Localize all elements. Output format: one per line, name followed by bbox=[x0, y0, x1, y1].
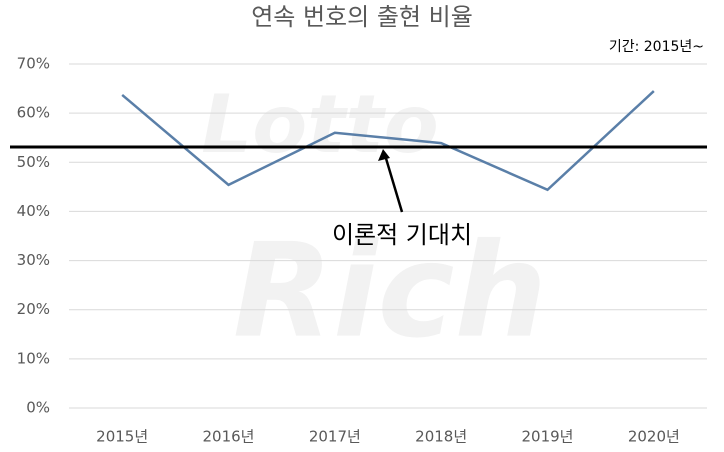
y-tick-label: 10% bbox=[17, 349, 50, 367]
annotation-label: 이론적 기대치 bbox=[332, 221, 472, 249]
y-tick-label: 20% bbox=[17, 300, 50, 318]
x-tick-label: 2015년 bbox=[96, 428, 148, 446]
y-tick-label: 30% bbox=[17, 251, 50, 269]
y-tick-label: 0% bbox=[26, 399, 50, 417]
y-tick-label: 60% bbox=[17, 104, 50, 122]
x-tick-label: 2017년 bbox=[309, 428, 361, 446]
y-tick-label: 40% bbox=[17, 202, 50, 220]
chart-title: 연속 번호의 출현 비율 bbox=[251, 3, 473, 31]
x-tick-label: 2020년 bbox=[628, 428, 680, 446]
y-tick-label: 50% bbox=[17, 153, 50, 171]
x-tick-label: 2018년 bbox=[415, 428, 467, 446]
annotation-arrowhead bbox=[378, 149, 390, 162]
data-line bbox=[121, 90, 655, 192]
x-tick-label: 2016년 bbox=[203, 428, 255, 446]
annotation-arrow bbox=[383, 154, 404, 213]
x-tick-label: 2019년 bbox=[522, 428, 574, 446]
period-note: 기간: 2015년~ bbox=[609, 39, 704, 55]
watermark: Rich bbox=[233, 215, 547, 367]
watermark: Lotto bbox=[201, 78, 438, 171]
y-tick-label: 70% bbox=[17, 55, 50, 73]
